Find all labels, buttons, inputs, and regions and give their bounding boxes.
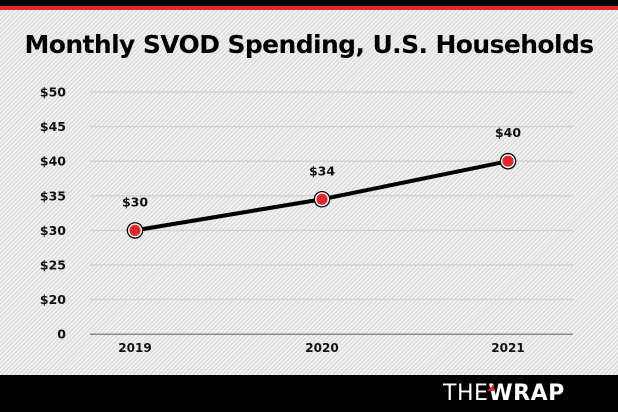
gridlines: [90, 91, 573, 335]
top-red-bar: [0, 6, 618, 10]
logo-wrap-text: WRAP: [487, 381, 565, 406]
marker-dot: [502, 155, 514, 167]
data-point-marker: [499, 152, 517, 170]
data-label: $34: [309, 163, 335, 178]
thewrap-logo: THE WRAP: [443, 381, 565, 406]
logo-the-text: THE: [443, 381, 489, 406]
data-label: $40: [495, 125, 521, 140]
x-tick-label: 2019: [118, 341, 151, 355]
y-tick-label: $50: [40, 85, 66, 100]
data-labels: $30 $34 $40: [122, 125, 521, 209]
y-axis-ticks: $50 $45 $40 $35 $30 $25 $20 0: [40, 85, 66, 342]
y-tick-label: $25: [40, 258, 66, 273]
y-tick-label: $45: [40, 119, 66, 134]
y-tick-label: $35: [40, 188, 66, 203]
y-tick-label: $30: [40, 223, 66, 238]
data-label: $30: [122, 194, 148, 209]
chart-title: Monthly SVOD Spending, U.S. Households: [24, 30, 594, 59]
data-point-marker: [313, 190, 331, 208]
x-axis-ticks: 2019 2020 2021: [118, 341, 524, 355]
data-point-marker: [126, 222, 144, 239]
marker-dot: [316, 193, 328, 205]
series-markers: [126, 152, 517, 239]
logo-fold-icon: [487, 384, 495, 391]
y-tick-label: $20: [40, 292, 66, 307]
y-tick-label: 0: [57, 327, 66, 342]
logo-wrap-label: WRAP: [488, 381, 565, 406]
y-tick-label: $40: [40, 154, 66, 169]
footer-bar: [0, 375, 618, 412]
x-tick-label: 2021: [491, 341, 524, 355]
top-black-bar: [0, 0, 618, 6]
x-tick-label: 2020: [305, 341, 338, 355]
marker-dot: [129, 224, 141, 236]
